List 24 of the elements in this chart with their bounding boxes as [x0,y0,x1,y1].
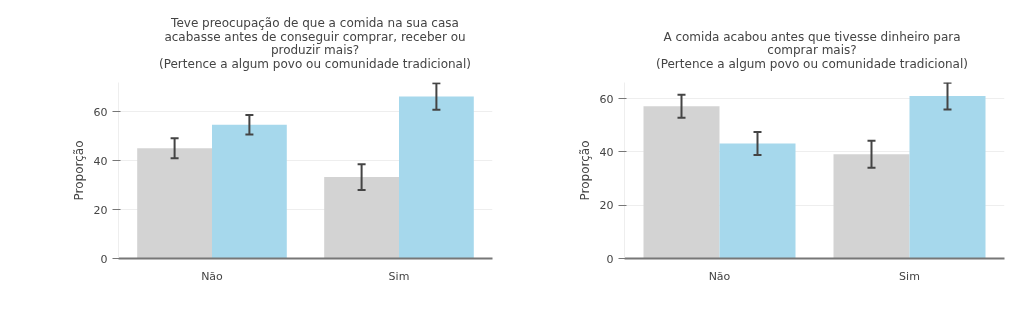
x-tick-label: Não [708,269,731,283]
y-tick-label: 40 [93,154,108,168]
chart-title: A comida acabou antes que tivesse dinheiro para comprar mais? (Pertence a algum povo ou comunidade tradicional) [655,29,969,72]
chart-title: Teve preocupação de que a comida na sua casa acabasse antes de conseguir comprar, receber ou produzir mais? (Pertence a algum povo ou comunidade tradicional) [158,15,472,72]
x-tick-label: Sim [388,269,410,283]
bar [719,143,796,259]
y-axis-title: Proporção [577,140,592,201]
y-tick-label: 20 [93,203,108,217]
y-tick-label: 0 [606,252,614,266]
bar [137,148,212,259]
y-tick-label: 40 [599,145,614,159]
y-tick-label: 60 [599,92,614,106]
bar [643,106,720,259]
bar [324,177,399,259]
bar [212,124,287,259]
x-tick-label: Não [201,269,224,283]
bar [909,96,986,259]
x-tick-label: Sim [899,269,920,283]
bar [833,154,910,259]
y-tick-label: 60 [93,105,108,119]
y-axis-title: Proporção [71,140,86,201]
bar [399,96,474,259]
y-tick-label: 20 [599,199,614,213]
y-tick-label: 0 [100,252,108,266]
